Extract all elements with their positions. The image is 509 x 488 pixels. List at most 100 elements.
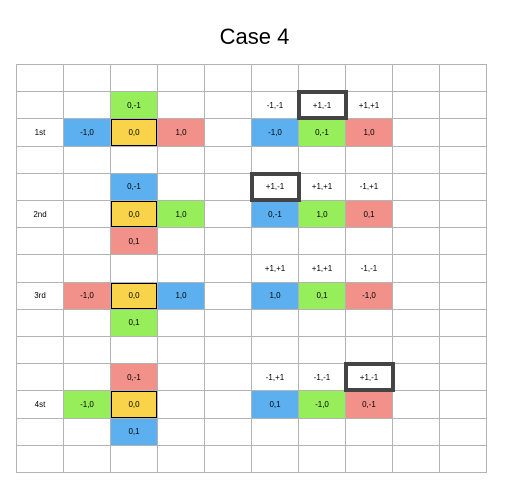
empty-cell	[17, 364, 64, 392]
value-cell: -1,-1	[299, 364, 346, 392]
empty-cell	[252, 337, 299, 365]
row-label: 3rd	[17, 282, 64, 310]
empty-cell	[64, 228, 111, 256]
empty-cell	[64, 309, 111, 337]
empty-cell	[64, 92, 111, 120]
empty-cell	[64, 418, 111, 446]
empty-cell	[17, 228, 64, 256]
empty-cell	[346, 337, 393, 365]
empty-cell	[158, 391, 205, 419]
empty-cell	[299, 146, 346, 174]
value-cell: 1,0	[158, 119, 205, 147]
empty-cell	[158, 445, 205, 473]
empty-cell	[299, 337, 346, 365]
empty-cell	[393, 364, 440, 392]
empty-cell	[17, 65, 64, 93]
empty-cell	[252, 228, 299, 256]
empty-cell	[346, 146, 393, 174]
value-cell: 1,0	[158, 201, 205, 229]
empty-cell	[205, 445, 252, 473]
empty-cell	[205, 418, 252, 446]
empty-cell	[440, 228, 487, 256]
empty-cell	[346, 418, 393, 446]
value-cell: +1,-1	[299, 92, 346, 120]
empty-cell	[299, 418, 346, 446]
value-cell: 0,-1	[111, 173, 158, 201]
value-cell: 0,-1	[346, 391, 393, 419]
empty-cell	[158, 228, 205, 256]
empty-cell	[111, 255, 158, 283]
empty-cell	[205, 65, 252, 93]
empty-cell	[111, 146, 158, 174]
empty-cell	[64, 65, 111, 93]
empty-cell	[205, 391, 252, 419]
empty-cell	[440, 201, 487, 229]
value-cell: 0,1	[111, 418, 158, 446]
empty-cell	[440, 445, 487, 473]
empty-cell	[17, 255, 64, 283]
value-cell: 0,-1	[111, 92, 158, 120]
empty-cell	[346, 228, 393, 256]
empty-cell	[393, 228, 440, 256]
value-cell: -1,0	[252, 119, 299, 147]
empty-cell	[64, 173, 111, 201]
value-cell: 1,0	[346, 119, 393, 147]
empty-cell	[17, 445, 64, 473]
empty-cell	[205, 364, 252, 392]
empty-cell	[205, 309, 252, 337]
empty-cell	[205, 337, 252, 365]
empty-cell	[111, 65, 158, 93]
empty-cell	[205, 255, 252, 283]
empty-cell	[440, 337, 487, 365]
empty-cell	[393, 255, 440, 283]
empty-cell	[346, 65, 393, 93]
empty-cell	[111, 445, 158, 473]
empty-cell	[17, 418, 64, 446]
empty-cell	[346, 309, 393, 337]
value-cell: -1,0	[64, 282, 111, 310]
empty-cell	[205, 119, 252, 147]
empty-cell	[158, 92, 205, 120]
row-label: 4st	[17, 391, 64, 419]
empty-cell	[440, 255, 487, 283]
value-cell: -1,+1	[252, 364, 299, 392]
empty-cell	[440, 65, 487, 93]
empty-cell	[252, 445, 299, 473]
value-cell: 0,0	[111, 282, 158, 310]
empty-cell	[252, 146, 299, 174]
value-cell: -1,0	[346, 282, 393, 310]
empty-cell	[299, 309, 346, 337]
empty-cell	[158, 173, 205, 201]
value-cell: +1,-1	[346, 364, 393, 392]
empty-cell	[393, 173, 440, 201]
empty-cell	[158, 255, 205, 283]
empty-cell	[17, 173, 64, 201]
empty-cell	[158, 364, 205, 392]
empty-cell	[64, 364, 111, 392]
empty-cell	[346, 445, 393, 473]
empty-cell	[158, 65, 205, 93]
empty-cell	[440, 364, 487, 392]
value-cell: +1,+1	[346, 92, 393, 120]
empty-cell	[205, 92, 252, 120]
value-cell: 1,0	[158, 282, 205, 310]
empty-cell	[440, 146, 487, 174]
value-cell: -1,0	[64, 119, 111, 147]
empty-cell	[393, 282, 440, 310]
empty-cell	[205, 201, 252, 229]
value-cell: 0,1	[111, 309, 158, 337]
empty-cell	[393, 391, 440, 419]
empty-cell	[111, 337, 158, 365]
empty-cell	[393, 337, 440, 365]
row-label: 1st	[17, 119, 64, 147]
empty-cell	[64, 445, 111, 473]
value-cell: +1,-1	[252, 173, 299, 201]
value-cell: 0,0	[111, 201, 158, 229]
empty-cell	[440, 309, 487, 337]
empty-cell	[440, 92, 487, 120]
value-cell: 0,-1	[111, 364, 158, 392]
value-cell: +1,+1	[299, 173, 346, 201]
value-cell: 0,-1	[252, 201, 299, 229]
empty-cell	[393, 65, 440, 93]
value-cell: -1,0	[299, 391, 346, 419]
